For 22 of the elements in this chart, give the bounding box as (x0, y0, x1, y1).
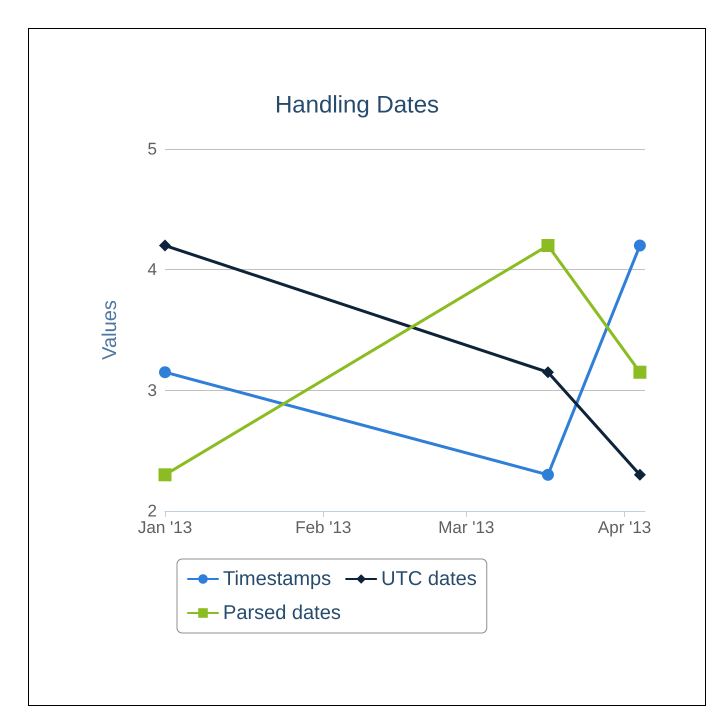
point (542, 468, 554, 481)
point (541, 239, 554, 252)
y-tick-label: 4 (148, 260, 157, 280)
y-tick-label: 3 (148, 380, 157, 400)
y-axis-title: Values (99, 300, 121, 360)
point (634, 240, 646, 252)
point (159, 366, 171, 378)
x-tick-label: Mar '13 (438, 518, 494, 537)
point (634, 468, 646, 481)
point (158, 468, 172, 482)
x-tick-label: Feb '13 (295, 518, 352, 537)
legend-label: Timestamps (223, 568, 332, 590)
chart-title: Handling Dates (274, 92, 440, 118)
y-tick-label: 2 (148, 502, 157, 520)
legend-label: Parsed dates (223, 602, 341, 624)
point (633, 366, 646, 379)
legend-label: UTC dates (381, 568, 477, 590)
x-tick-label: Jan '13 (138, 518, 192, 537)
x-tick-label: Apr '13 (598, 518, 652, 537)
point (159, 240, 171, 252)
point (542, 366, 554, 378)
y-tick-label: 5 (148, 140, 157, 158)
